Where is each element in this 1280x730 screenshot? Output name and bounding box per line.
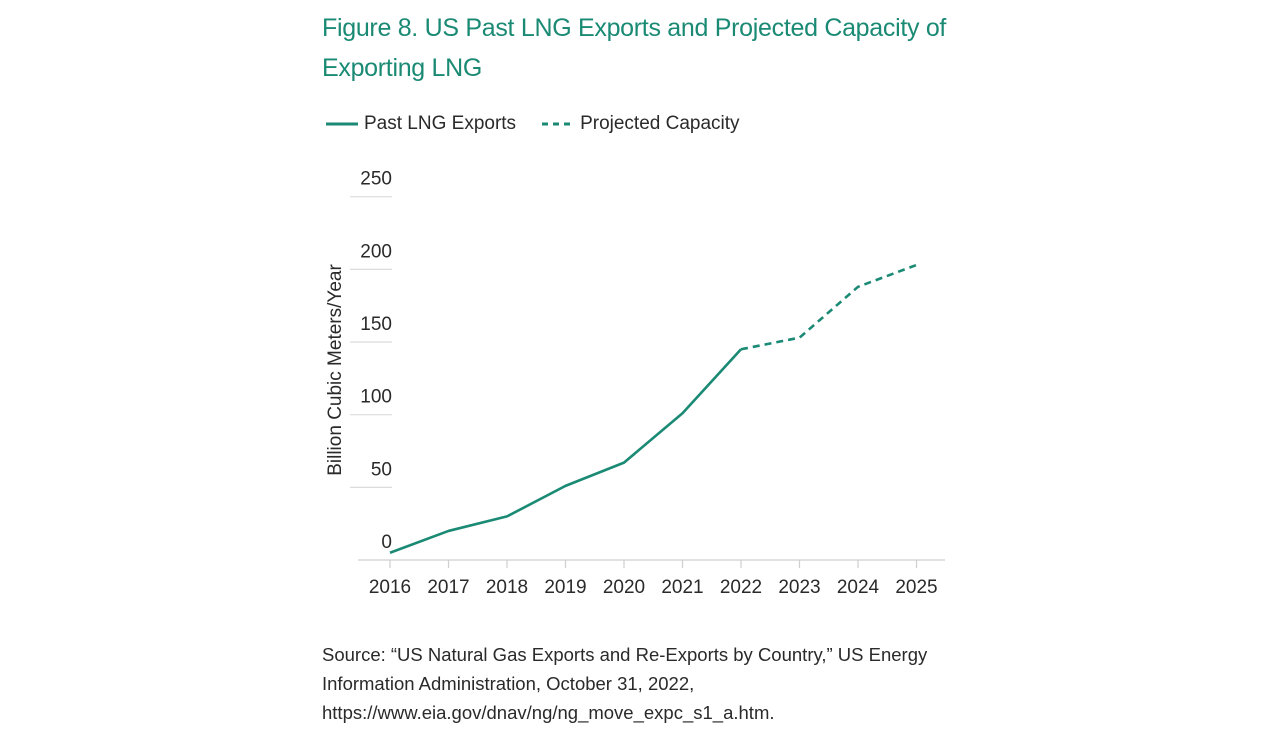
dashed-line-icon xyxy=(542,122,575,126)
series-line-projected-capacity xyxy=(740,263,917,351)
x-tick-label: 2025 xyxy=(895,577,937,598)
y-tick-label: 200 xyxy=(360,241,392,262)
source-note: Source: “US Natural Gas Exports and Re-E… xyxy=(322,644,928,723)
y-tick-label: 250 xyxy=(360,169,392,190)
legend-item-projected: Projected Capacity xyxy=(542,113,740,135)
solid-line-icon xyxy=(326,122,358,126)
x-tick-label: 2022 xyxy=(720,577,762,598)
legend: Past LNG Exports Projected Capacity xyxy=(326,113,766,135)
y-tick-label: 50 xyxy=(371,459,392,480)
x-tick-label: 2016 xyxy=(369,577,411,598)
x-tick-label: 2021 xyxy=(661,577,703,598)
y-tick-label: 100 xyxy=(360,387,392,408)
legend-item-past: Past LNG Exports xyxy=(326,113,516,135)
series-line-past-exports xyxy=(389,348,742,554)
x-tick-label: 2023 xyxy=(778,577,820,598)
x-tick-label: 2017 xyxy=(427,577,469,598)
x-tick-label: 2024 xyxy=(837,577,880,598)
line-chart: 0 50 100 150 200 250 2016 2017 2018 2019 2020 2021 2… xyxy=(325,169,945,598)
x-tick-label: 2018 xyxy=(486,577,528,598)
y-tick-label: 150 xyxy=(360,314,392,335)
legend-label-projected: Projected Capacity xyxy=(580,113,740,134)
x-tick-label: 2020 xyxy=(603,577,645,598)
legend-label-past: Past LNG Exports xyxy=(364,113,517,134)
y-tick-label: 0 xyxy=(381,532,392,553)
y-axis-label: Billion Cubic Meters/Year xyxy=(325,264,346,476)
x-tick-label: 2019 xyxy=(544,577,586,598)
chart-title: Figure 8. US Past LNG Exports and Projec… xyxy=(322,14,947,82)
